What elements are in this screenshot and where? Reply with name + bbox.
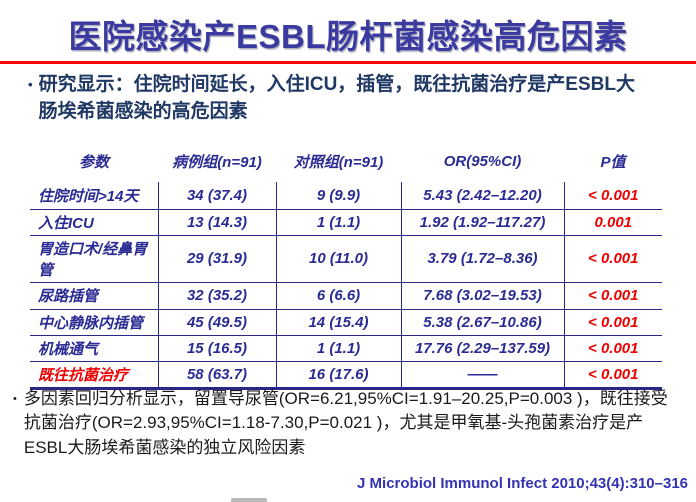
cell-parameter: 尿路插管 [30,281,158,309]
col-header-control-group: 对照组(n=91) [293,153,384,171]
cell-control-group: 9 (9.9) [275,182,401,209]
cell-case-group: 34 (37.4) [157,182,276,209]
table-row-highlighted: 既往抗菌治疗 58 (63.7) 16 (17.6) —— < 0.001 [30,360,662,390]
cell-p-value: < 0.001 [563,182,662,209]
col-header-p-value: P值 [600,153,626,171]
cell-p-value: 0.001 [563,208,662,235]
cell-p-value: < 0.001 [563,334,662,361]
cell-or-ci: 3.79 (1.72–8.36) [400,234,564,282]
conclusion-text: 多因素回归分析显示，留置导尿管(OR=6.21,95%CI=1.91–20.25… [23,389,668,457]
col-header-parameter: 参数 [78,153,109,171]
cell-control-group: 1 (1.1) [275,208,401,235]
cell-case-group: 32 (35.2) [157,281,276,309]
risk-factors-table: 参数 病例组(n=91) 对照组(n=91) OR(95%CI) P值 住院时间… [30,146,662,390]
bullet-icon: • [28,77,33,92]
cell-control-group: 1 (1.1) [275,334,401,361]
bottom-gray-strip [231,498,267,502]
col-header-or-ci: OR(95%CI) [443,152,522,170]
cell-p-value: < 0.001 [563,281,662,309]
cell-case-group: 58 (63.7) [157,360,276,390]
table-row: 尿路插管 32 (35.2) 6 (6.6) 7.68 (3.02–19.53)… [30,281,662,309]
cell-case-group: 29 (31.9) [157,234,276,282]
cell-or-ci: 5.43 (2.42–12.20) [400,182,564,209]
cell-parameter: 中心静脉内插管 [30,308,158,335]
bullet-icon: • [13,393,17,405]
cell-p-value: < 0.001 [563,308,662,335]
cell-control-group: 6 (6.6) [275,281,401,309]
title-divider-line [0,61,696,64]
cell-control-group: 10 (11.0) [275,234,401,282]
table-header-row: 参数 病例组(n=91) 对照组(n=91) OR(95%CI) P值 [30,146,662,182]
cell-or-ci: 17.76 (2.29–137.59) [400,334,564,361]
cell-parameter: 住院时间>14天 [38,187,139,205]
cell-or-ci: 1.92 (1.92–117.27) [400,208,564,235]
table-row: 入住ICU 13 (14.3) 1 (1.1) 1.92 (1.92–117.2… [30,208,662,235]
cell-control-group: 16 (17.6) [275,360,401,390]
intro-text: 研究显示：住院时间延长，入住ICU，插管，既往抗菌治疗是产ESBL大肠埃希菌感染… [38,74,635,122]
cell-control-group: 14 (15.4) [275,308,401,335]
cell-case-group: 45 (49.5) [157,308,276,335]
conclusion-bullet-block: • 多因素回归分析显示，留置导尿管(OR=6.21,95%CI=1.91–20.… [13,387,685,460]
cell-p-value: < 0.001 [563,360,662,390]
journal-citation: J Microbiol Immunol Infect 2010;43(4):31… [357,475,688,492]
table-row: 中心静脉内插管 45 (49.5) 14 (15.4) 5.38 (2.67–1… [30,308,662,335]
cell-parameter: 入住ICU [30,208,158,235]
cell-parameter: 机械通气 [30,334,158,361]
cell-parameter: 胃造口术/经鼻胃管 [30,234,158,282]
table-row: 胃造口术/经鼻胃管 29 (31.9) 10 (11.0) 3.79 (1.72… [30,234,662,282]
intro-bullet-block: • 研究显示：住院时间延长，入住ICU，插管，既往抗菌治疗是产ESBL大肠埃希菌… [28,72,658,125]
table-row: 机械通气 15 (16.5) 1 (1.1) 17.76 (2.29–137.5… [30,334,662,361]
cell-case-group: 13 (14.3) [157,208,276,235]
cell-p-value: < 0.001 [563,234,662,282]
cell-parameter: 既往抗菌治疗 [30,360,158,390]
cell-or-ci: —— [400,360,564,390]
cell-case-group: 15 (16.5) [157,334,276,361]
col-header-case-group: 病例组(n=91) [172,153,262,171]
slide-title: 医院感染产ESBL肠杆菌感染高危因素 [68,18,628,55]
cell-or-ci: 5.38 (2.67–10.86) [400,308,564,335]
table-row: 住院时间>14天 34 (37.4) 9 (9.9) 5.43 (2.42–12… [30,182,662,209]
cell-or-ci: 7.68 (3.02–19.53) [400,281,564,309]
